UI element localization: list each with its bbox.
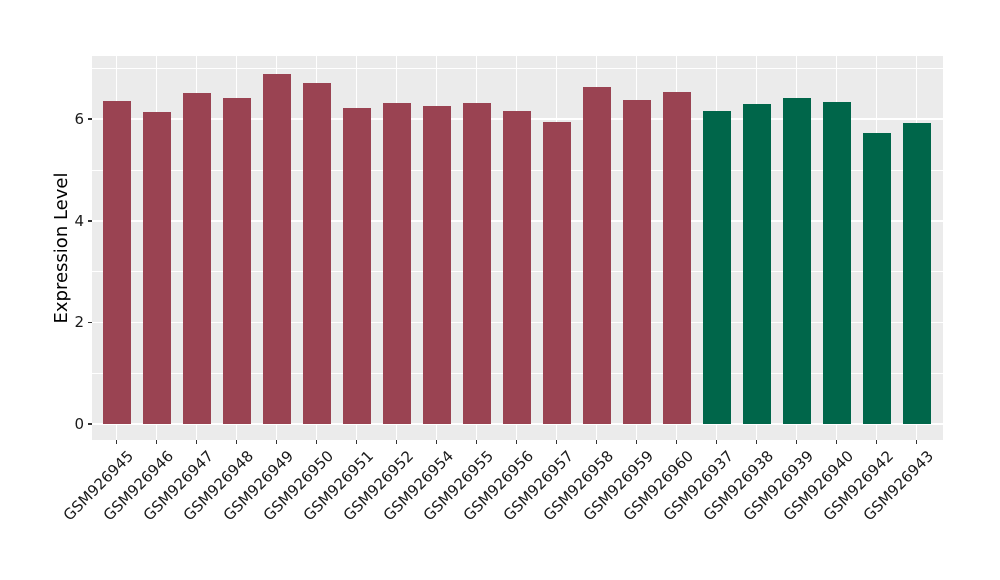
x-tick-mark	[755, 440, 758, 444]
plot-panel	[92, 56, 943, 440]
bar	[342, 107, 371, 424]
x-tick-mark	[315, 440, 318, 444]
bar	[662, 91, 691, 424]
minor-gridline	[92, 67, 943, 69]
y-tick-label: 4	[74, 211, 84, 230]
bar	[582, 87, 611, 424]
bar	[502, 111, 531, 424]
bar	[222, 97, 251, 424]
bar	[462, 103, 491, 424]
bar	[902, 122, 931, 424]
bar	[622, 99, 651, 424]
bar	[302, 82, 331, 424]
x-tick-mark	[155, 440, 158, 444]
bar	[102, 100, 131, 424]
y-tick-label: 0	[74, 415, 84, 433]
bar	[702, 111, 731, 424]
x-tick-mark	[435, 440, 438, 444]
x-tick-mark	[875, 440, 878, 444]
y-tick-mark	[88, 423, 92, 425]
x-tick-mark	[395, 440, 398, 444]
bar	[822, 101, 851, 424]
x-tick-mark	[835, 440, 838, 444]
bar	[862, 132, 891, 424]
x-tick-mark	[555, 440, 558, 444]
x-tick-mark	[235, 440, 238, 444]
x-tick-mark	[915, 440, 918, 444]
y-tick-mark	[88, 321, 92, 324]
x-tick-mark	[635, 440, 638, 444]
bar	[422, 105, 451, 424]
x-tick-mark	[715, 440, 718, 444]
x-tick-mark	[515, 440, 518, 444]
x-tick-mark	[675, 440, 678, 444]
y-tick-mark	[88, 220, 92, 222]
y-tick-label: 2	[74, 313, 84, 332]
bar	[742, 103, 771, 424]
major-gridline	[92, 423, 943, 425]
x-tick-mark	[275, 440, 278, 444]
x-tick-mark	[115, 440, 118, 444]
x-tick-mark	[475, 440, 478, 444]
x-tick-mark	[795, 440, 798, 444]
x-tick-mark	[195, 440, 198, 444]
bar	[182, 92, 211, 424]
bar	[262, 73, 291, 424]
bar	[782, 97, 811, 424]
x-tick-mark	[595, 440, 598, 444]
bar	[542, 122, 571, 424]
y-axis-title: Expression Level	[51, 172, 72, 324]
bar	[142, 111, 171, 424]
y-tick-label: 6	[74, 110, 84, 129]
bar	[382, 102, 411, 424]
x-tick-mark	[355, 440, 358, 444]
y-tick-mark	[88, 118, 92, 120]
